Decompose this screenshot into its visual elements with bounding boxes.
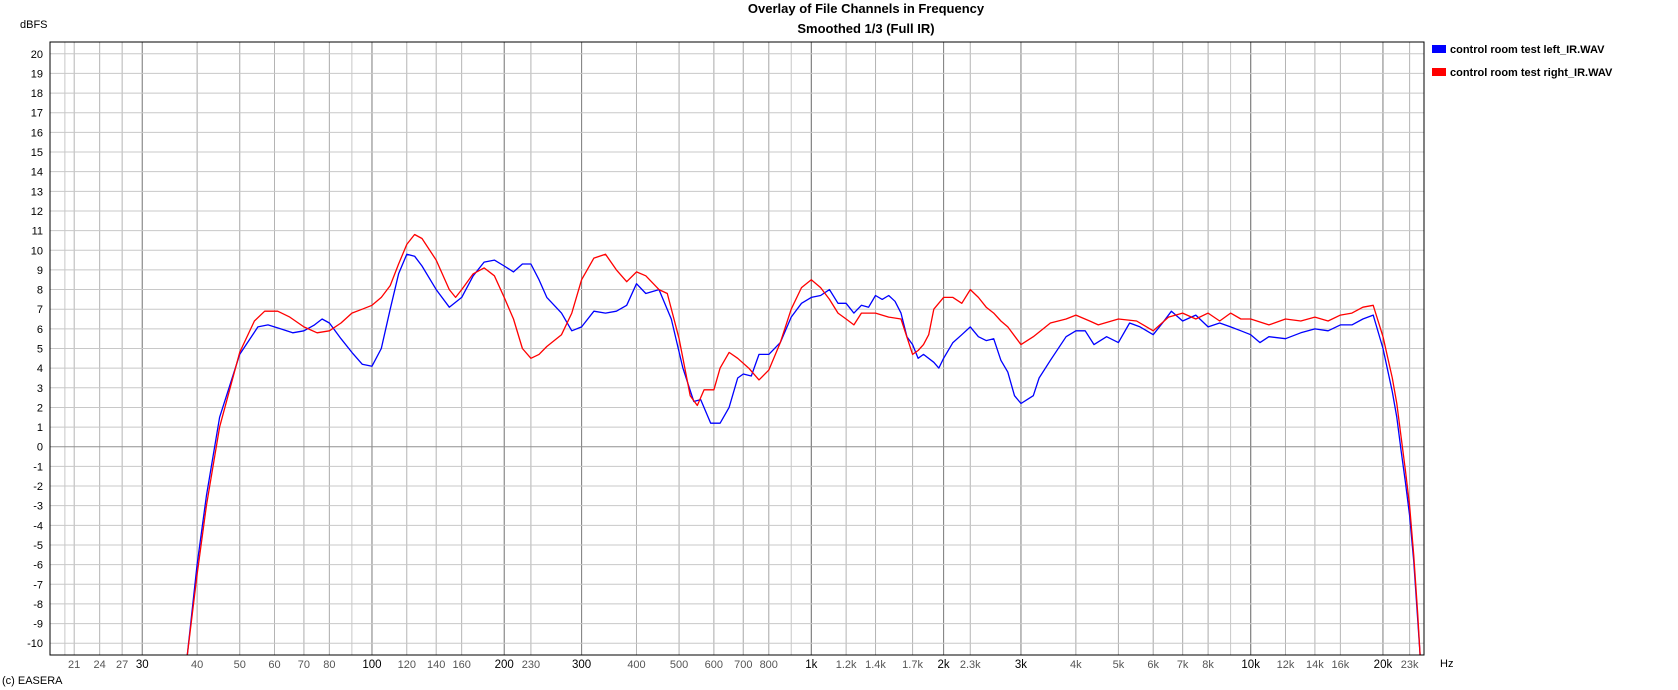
y-tick-label: -4 <box>33 520 43 532</box>
y-tick-label: 1 <box>37 422 43 434</box>
legend-entry-label: control room test right_IR.WAV <box>1450 67 1613 79</box>
x-tick-label: 700 <box>734 659 752 671</box>
x-tick-label: 600 <box>705 659 723 671</box>
y-tick-label: -5 <box>33 540 43 552</box>
x-tick-label: 50 <box>234 659 246 671</box>
x-tick-label: 21 <box>68 659 80 671</box>
y-tick-label: 7 <box>37 304 43 316</box>
x-ticks: 21 24 27 30 40 50 60 70 80 100 120 140 160 200 230 300 4… <box>68 659 1419 671</box>
y-tick-label: 15 <box>31 147 43 159</box>
y-tick-label: 8 <box>37 285 43 297</box>
y-tick-label: -6 <box>33 560 43 572</box>
x-tick-label: 5k <box>1113 659 1125 671</box>
y-tick-label: -8 <box>33 599 43 611</box>
x-tick-label: 27 <box>116 659 128 671</box>
x-tick-label: 24 <box>94 659 106 671</box>
x-tick-label: 500 <box>670 659 688 671</box>
y-tick-label: 3 <box>37 383 43 395</box>
x-tick-label: 1.7k <box>902 659 923 671</box>
y-tick-label: 9 <box>37 265 43 277</box>
chart-title: Overlay of File Channels in Frequency <box>748 1 985 16</box>
y-tick-label: 2 <box>37 402 43 414</box>
x-tick-label: 14k <box>1306 659 1324 671</box>
x-tick-label: 120 <box>398 659 416 671</box>
x-tick-label: 1.4k <box>865 659 886 671</box>
y-tick-label: -2 <box>33 481 43 493</box>
y-tick-label: 20 <box>31 49 43 61</box>
y-tick-label: 19 <box>31 68 43 80</box>
y-tick-label: -3 <box>33 501 43 513</box>
x-tick-label: 1k <box>805 659 817 671</box>
copyright-text: (c) EASERA <box>2 675 63 687</box>
y-tick-label: 5 <box>37 344 43 356</box>
x-tick-label: 2.3k <box>960 659 981 671</box>
x-tick-label: 6k <box>1147 659 1159 671</box>
y-tick-label: -9 <box>33 619 43 631</box>
y-axis-label: dBFS <box>20 19 48 31</box>
chart-subtitle: Smoothed 1/3 (Full IR) <box>797 21 934 36</box>
y-tick-label: 17 <box>31 108 43 120</box>
x-tick-label: 200 <box>495 659 514 671</box>
legend-swatch <box>1432 45 1446 53</box>
x-tick-label: 80 <box>323 659 335 671</box>
x-tick-label: 40 <box>191 659 203 671</box>
y-tick-label: -10 <box>27 638 43 650</box>
x-tick-label: 16k <box>1332 659 1350 671</box>
y-tick-label: 4 <box>37 363 43 375</box>
x-tick-label: 800 <box>760 659 778 671</box>
y-tick-label: -7 <box>33 579 43 591</box>
x-tick-label: 12k <box>1277 659 1295 671</box>
series-line-1 <box>186 253 1421 655</box>
x-tick-label: 300 <box>572 659 591 671</box>
x-tick-label: 3k <box>1015 659 1027 671</box>
x-tick-label: 23k <box>1401 659 1419 671</box>
x-tick-label: 30 <box>136 659 149 671</box>
plot-frame <box>49 41 1425 656</box>
x-tick-label: 4k <box>1070 659 1082 671</box>
y-tick-label: 18 <box>31 88 43 100</box>
y-tick-label: 14 <box>31 167 43 179</box>
legend-entry-label: control room test left_IR.WAV <box>1450 44 1605 56</box>
y-tick-label: -1 <box>33 461 43 473</box>
x-tick-label: 160 <box>452 659 470 671</box>
x-tick-label: 230 <box>522 659 540 671</box>
x-tick-label: 2k <box>938 659 950 671</box>
legend-swatch <box>1432 68 1446 76</box>
x-tick-label: 140 <box>427 659 445 671</box>
y-tick-label: 6 <box>37 324 43 336</box>
y-ticks: 20191817161514131211109876543210-1-2-3-4… <box>27 49 43 650</box>
x-tick-label: 20k <box>1374 659 1393 671</box>
x-tick-label: 1.2k <box>836 659 857 671</box>
x-tick-label: 8k <box>1202 659 1214 671</box>
x-tick-label: 10k <box>1241 659 1260 671</box>
y-tick-label: 10 <box>31 245 43 257</box>
y-tick-label: 16 <box>31 127 43 139</box>
y-tick-label: 13 <box>31 186 43 198</box>
y-tick-label: 0 <box>37 442 43 454</box>
x-tick-label: 60 <box>268 659 280 671</box>
x-tick-label: 100 <box>362 659 381 671</box>
series-group <box>186 233 1421 655</box>
x-axis-unit: Hz <box>1440 658 1453 670</box>
grid <box>50 42 1424 655</box>
x-tick-label: 7k <box>1177 659 1189 671</box>
y-tick-label: 11 <box>32 226 43 238</box>
x-tick-label: 400 <box>627 659 645 671</box>
y-tick-label: 12 <box>31 206 43 218</box>
series-line-2 <box>186 233 1421 655</box>
x-tick-label: 70 <box>298 659 310 671</box>
